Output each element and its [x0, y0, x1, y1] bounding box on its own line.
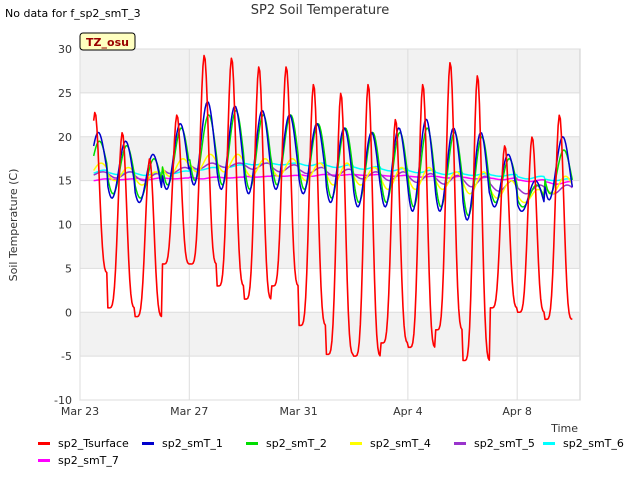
legend-item-sp2-smT-7: sp2_smT_7	[38, 454, 119, 467]
legend-item-sp2-Tsurface: sp2_Tsurface	[38, 437, 129, 450]
x-axis-ticks: Mar 23 Mar 27 Mar 31 Apr 4 Apr 8	[61, 405, 532, 418]
legend-label: sp2_smT_6	[563, 437, 624, 450]
y-tick-label: 0	[65, 306, 72, 319]
y-tick-label: 5	[65, 262, 72, 275]
legend-label: sp2_smT_1	[162, 437, 223, 450]
legend-label: sp2_smT_2	[266, 437, 327, 450]
background-band	[80, 92, 580, 137]
background-band	[80, 49, 580, 93]
x-axis-label: Time	[550, 422, 578, 435]
legend-item-sp2-smT-6: sp2_smT_6	[543, 437, 624, 450]
x-tick-label: Mar 31	[279, 405, 317, 418]
x-tick-label: Mar 27	[170, 405, 208, 418]
y-tick-label: 10	[58, 219, 72, 232]
legend-swatch	[142, 442, 154, 445]
legend-item-sp2-smT-1: sp2_smT_1	[142, 437, 223, 450]
series-line-sp2-Tsurface	[92, 54, 573, 362]
legend-label: sp2_smT_4	[370, 437, 431, 450]
series-lines	[92, 54, 574, 362]
y-axis-ticks: -10 -5 0 5 10 15 20 25 30	[54, 43, 72, 407]
y-tick-label: 30	[58, 43, 72, 56]
legend-item-sp2-smT-4: sp2_smT_4	[350, 437, 431, 450]
chart-title: SP2 Soil Temperature	[250, 3, 390, 18]
legend-label: sp2_smT_7	[58, 454, 119, 467]
x-tick-label: Apr 4	[393, 405, 423, 418]
background-band	[80, 224, 580, 269]
legend-item-sp2-smT-5: sp2_smT_5	[454, 437, 535, 450]
site-badge: TZ_osu	[79, 32, 136, 51]
y-axis-label: Soil Temperature (C)	[7, 169, 20, 282]
background-band	[80, 268, 580, 313]
x-tick-label: Apr 8	[502, 405, 532, 418]
no-data-notice: No data for f_sp2_smT_3	[5, 7, 141, 20]
legend-swatch	[350, 442, 362, 445]
background-band	[80, 356, 580, 400]
legend-label: sp2_Tsurface	[58, 437, 129, 450]
background-band	[80, 312, 580, 357]
legend-swatch	[246, 442, 258, 445]
legend-swatch	[38, 442, 50, 445]
site-badge-label: TZ_osu	[86, 36, 129, 49]
legend-swatch	[454, 442, 466, 445]
y-tick-label: 15	[58, 175, 72, 188]
legend-swatch	[543, 442, 555, 445]
y-tick-label: 25	[58, 87, 72, 100]
x-tick-label: Mar 23	[61, 405, 99, 418]
legend-item-sp2-smT-2: sp2_smT_2	[246, 437, 327, 450]
y-tick-label: -10	[54, 394, 72, 407]
legend-label: sp2_smT_5	[474, 437, 535, 450]
y-tick-label: 20	[58, 131, 72, 144]
legend-swatch	[38, 459, 50, 462]
y-tick-label: -5	[61, 350, 72, 363]
